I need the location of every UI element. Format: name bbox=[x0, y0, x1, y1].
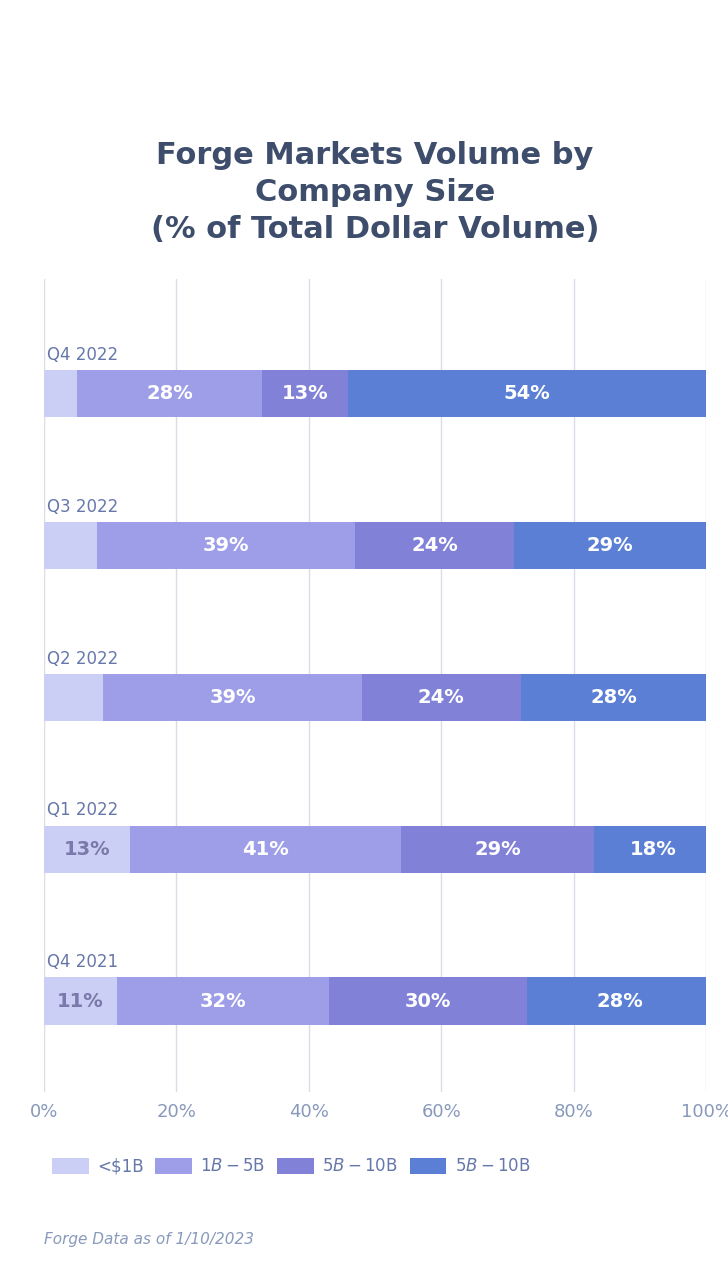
Bar bbox=[349, 370, 706, 417]
Text: 29%: 29% bbox=[587, 536, 633, 555]
Text: 32%: 32% bbox=[199, 992, 246, 1011]
Text: 39%: 39% bbox=[202, 536, 249, 555]
Text: 29%: 29% bbox=[474, 839, 521, 859]
Text: 13%: 13% bbox=[63, 839, 110, 859]
Bar bbox=[514, 522, 706, 569]
Bar bbox=[130, 826, 401, 872]
Bar bbox=[521, 673, 706, 721]
Text: 11%: 11% bbox=[57, 992, 103, 1011]
Text: Q1 2022: Q1 2022 bbox=[47, 801, 118, 819]
Bar bbox=[44, 673, 103, 721]
Title: Forge Markets Volume by
Company Size
(% of Total Dollar Volume): Forge Markets Volume by Company Size (% … bbox=[151, 141, 599, 244]
Text: 18%: 18% bbox=[630, 839, 676, 859]
Text: 28%: 28% bbox=[597, 992, 644, 1011]
Bar bbox=[262, 370, 349, 417]
Text: Q4 2022: Q4 2022 bbox=[47, 345, 118, 363]
Legend: <$1B, $1B-$5B, $5B-$10B, $5B-$10B: <$1B, $1B-$5B, $5B-$10B, $5B-$10B bbox=[52, 1157, 531, 1176]
Text: Q2 2022: Q2 2022 bbox=[47, 649, 118, 668]
Text: 28%: 28% bbox=[590, 687, 637, 706]
Bar bbox=[593, 826, 713, 872]
Bar bbox=[44, 978, 116, 1025]
Text: Q3 2022: Q3 2022 bbox=[47, 498, 118, 516]
Text: 39%: 39% bbox=[209, 687, 256, 706]
Bar bbox=[527, 978, 713, 1025]
Text: 30%: 30% bbox=[405, 992, 451, 1011]
Bar bbox=[401, 826, 593, 872]
Text: Forge Data as of 1/10/2023: Forge Data as of 1/10/2023 bbox=[44, 1232, 253, 1247]
Text: Q4 2021: Q4 2021 bbox=[47, 954, 118, 972]
Bar bbox=[44, 522, 97, 569]
Bar bbox=[355, 522, 514, 569]
Bar bbox=[103, 673, 362, 721]
Bar bbox=[44, 370, 77, 417]
Bar bbox=[362, 673, 521, 721]
Text: 13%: 13% bbox=[282, 384, 328, 403]
Text: 28%: 28% bbox=[146, 384, 193, 403]
Bar bbox=[328, 978, 527, 1025]
Text: 24%: 24% bbox=[411, 536, 458, 555]
Text: 41%: 41% bbox=[242, 839, 289, 859]
Text: 24%: 24% bbox=[418, 687, 464, 706]
Bar bbox=[97, 522, 355, 569]
Bar bbox=[44, 826, 130, 872]
Text: 54%: 54% bbox=[504, 384, 550, 403]
Bar bbox=[116, 978, 328, 1025]
Bar bbox=[77, 370, 262, 417]
